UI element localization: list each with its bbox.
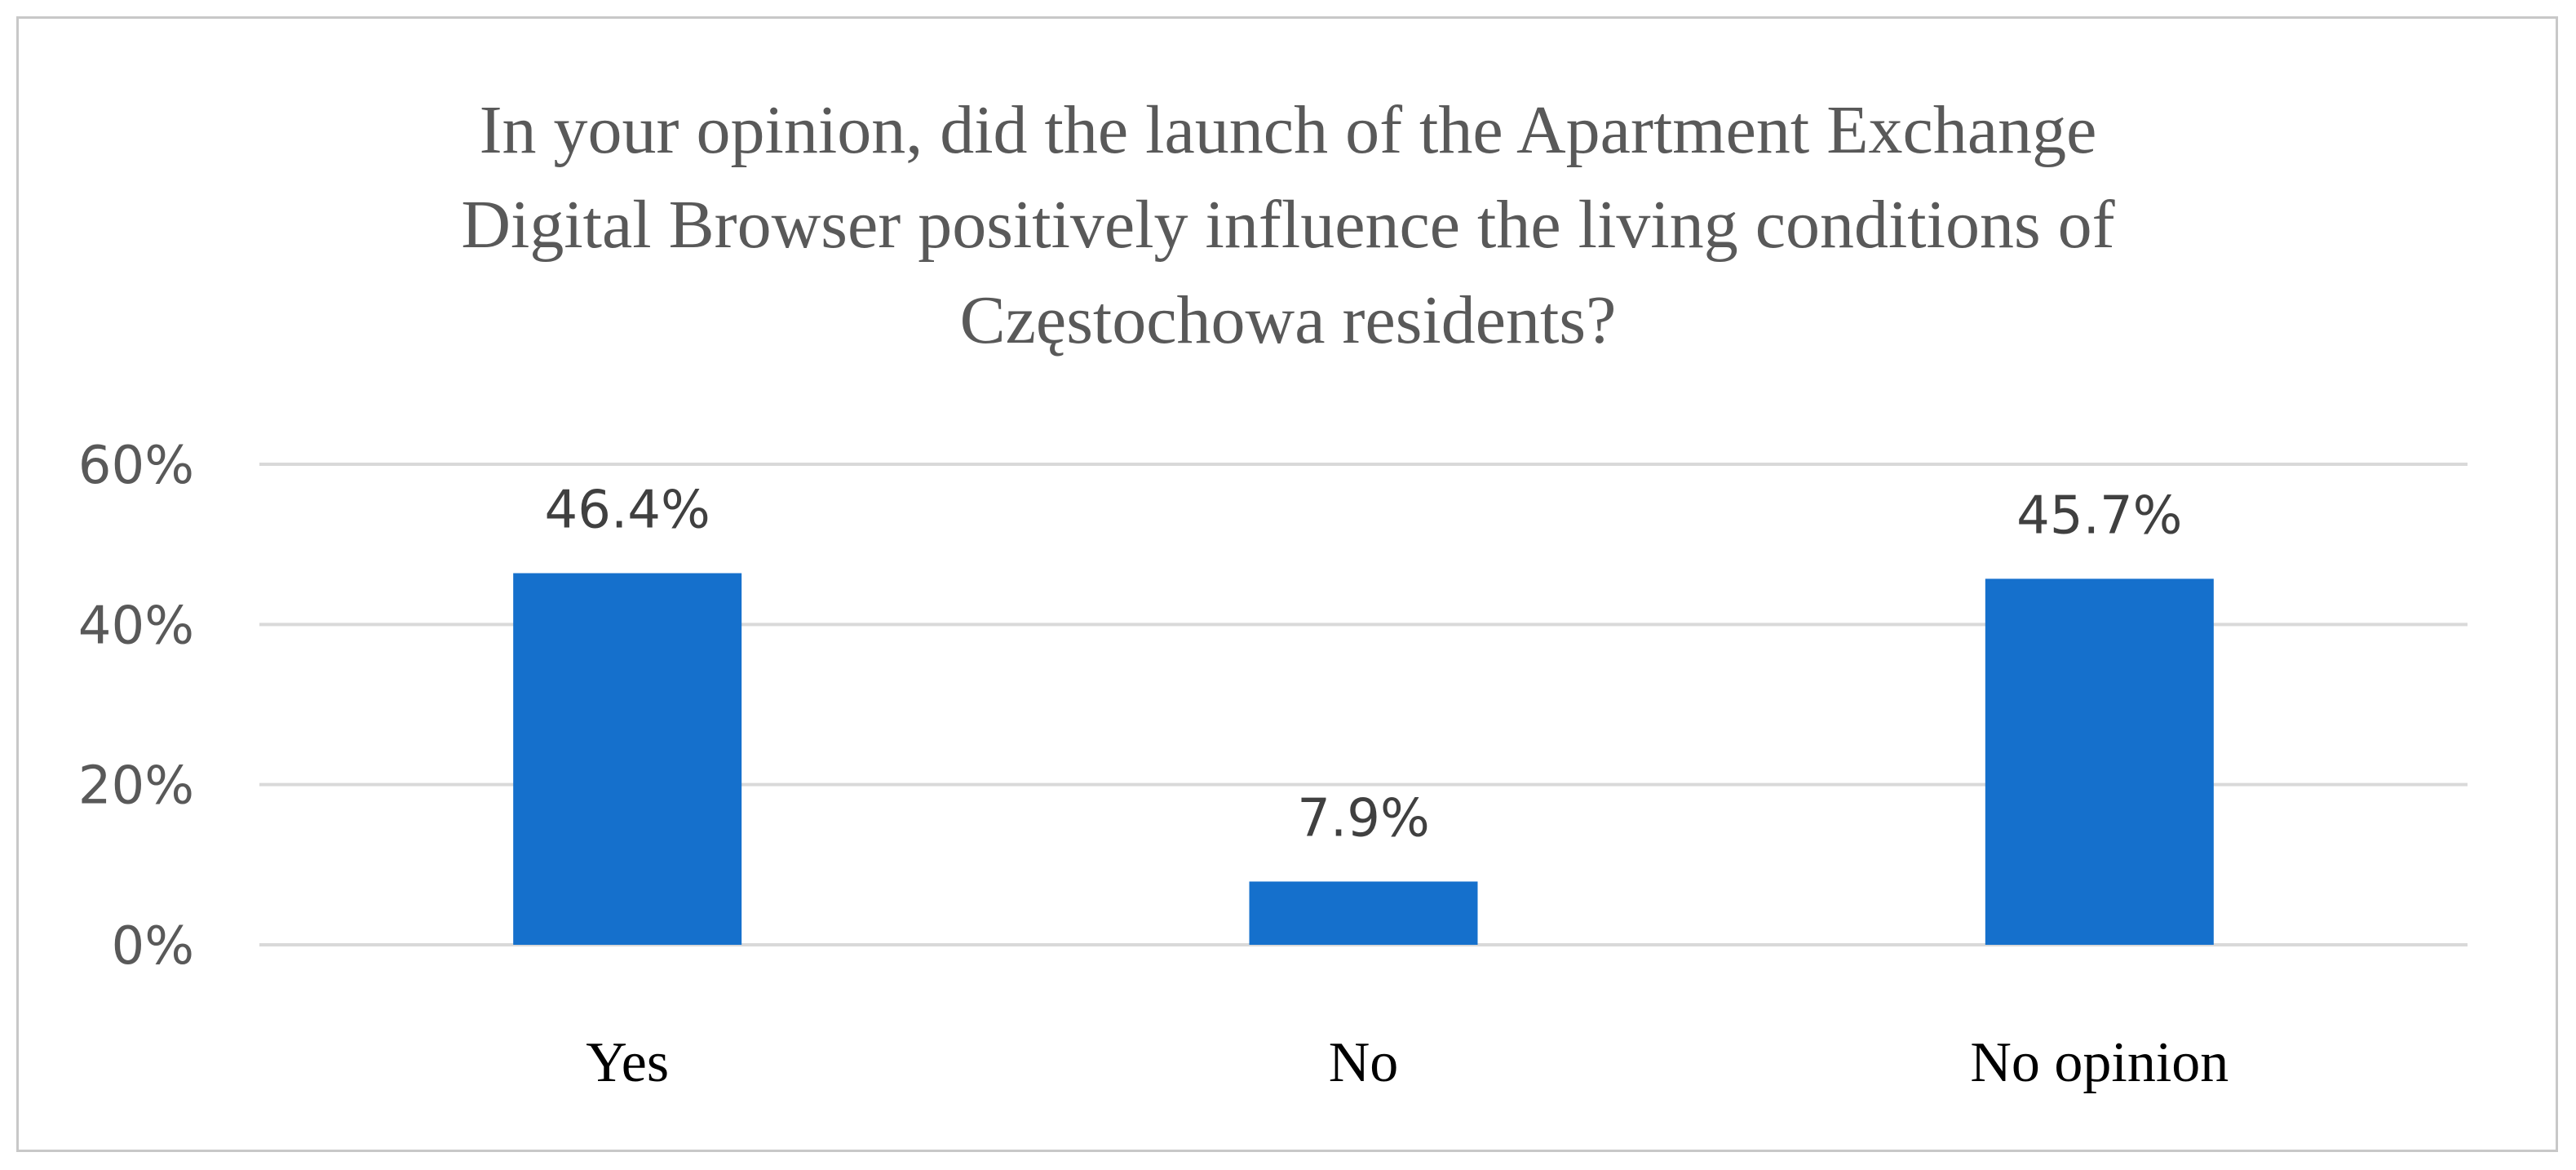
y-tick-label: 40% [78, 596, 194, 656]
chart-title-line-1: In your opinion, did the launch of the A… [480, 92, 2097, 168]
x-axis-category-labels: Yes No No opinion [586, 1031, 2229, 1094]
chart-title-line-2: Digital Browser positively influence the… [461, 187, 2114, 263]
chart-title-line-3: Częstochowa residents? [960, 282, 1617, 358]
category-label: No opinion [1970, 1031, 2229, 1094]
bar-no [1249, 881, 1478, 945]
bar-yes [513, 573, 742, 945]
data-labels: 46.4% 7.9% 45.7% [545, 481, 2183, 849]
chart-title: In your opinion, did the launch of the A… [461, 92, 2114, 358]
y-tick-label: 0% [111, 916, 194, 977]
y-axis-tick-labels: 0% 20% 40% 60% [78, 436, 194, 977]
category-label: Yes [586, 1031, 669, 1094]
bars [513, 573, 2214, 945]
bar-no-opinion [1985, 578, 2214, 945]
y-tick-label: 20% [78, 756, 194, 817]
y-tick-label: 60% [78, 436, 194, 496]
data-label: 45.7% [2016, 485, 2182, 546]
data-label: 46.4% [545, 481, 710, 541]
data-label: 7.9% [1297, 788, 1430, 849]
category-label: No [1329, 1031, 1399, 1094]
